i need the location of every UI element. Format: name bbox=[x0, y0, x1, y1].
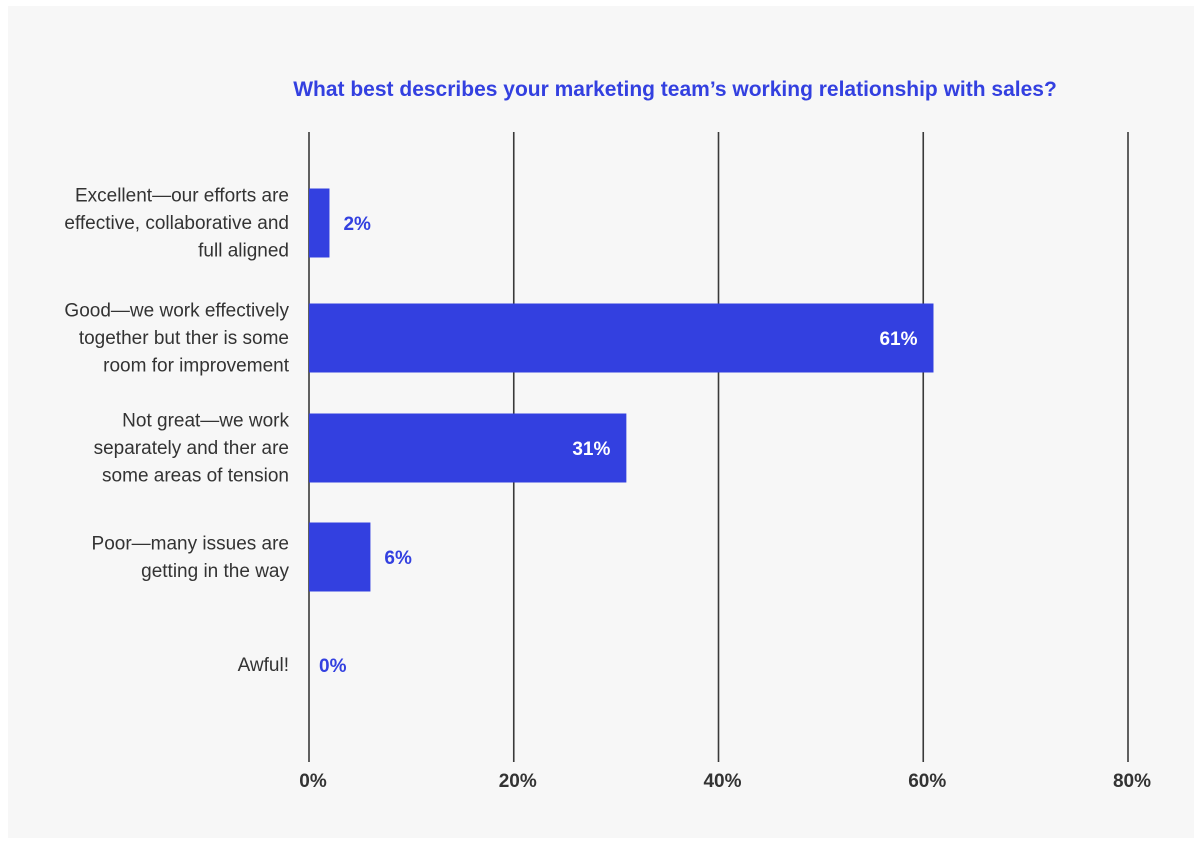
value-label: 0% bbox=[319, 656, 347, 677]
category-label: Awful! bbox=[238, 655, 289, 676]
bar bbox=[309, 188, 330, 258]
value-label: 6% bbox=[384, 548, 412, 569]
x-tick-label: 80% bbox=[1113, 771, 1151, 792]
category-label: room for improvement bbox=[103, 356, 290, 377]
x-tick-label: 0% bbox=[299, 771, 327, 792]
category-label: Good—we work effectively bbox=[64, 301, 289, 322]
x-tick-label: 60% bbox=[908, 771, 946, 792]
category-label: separately and ther are bbox=[94, 438, 289, 459]
value-label: 31% bbox=[572, 439, 610, 460]
bar bbox=[309, 303, 934, 373]
bar bbox=[309, 522, 371, 592]
x-tick-label: 20% bbox=[499, 771, 537, 792]
chart-title: What best describes your marketing team’… bbox=[293, 78, 1057, 101]
category-label: Not great—we work bbox=[122, 411, 289, 432]
category-label: together but ther is some bbox=[79, 328, 289, 349]
x-tick-label: 40% bbox=[703, 771, 741, 792]
category-label: some areas of tension bbox=[102, 466, 289, 487]
category-label: full aligned bbox=[198, 241, 289, 262]
category-label: Poor—many issues are bbox=[92, 533, 289, 554]
category-label: effective, collaborative and bbox=[64, 213, 289, 234]
bar bbox=[309, 413, 627, 483]
value-label: 2% bbox=[343, 214, 371, 235]
value-label: 61% bbox=[879, 329, 917, 350]
category-label: getting in the way bbox=[141, 561, 289, 582]
category-label: Excellent—our efforts are bbox=[75, 186, 289, 207]
